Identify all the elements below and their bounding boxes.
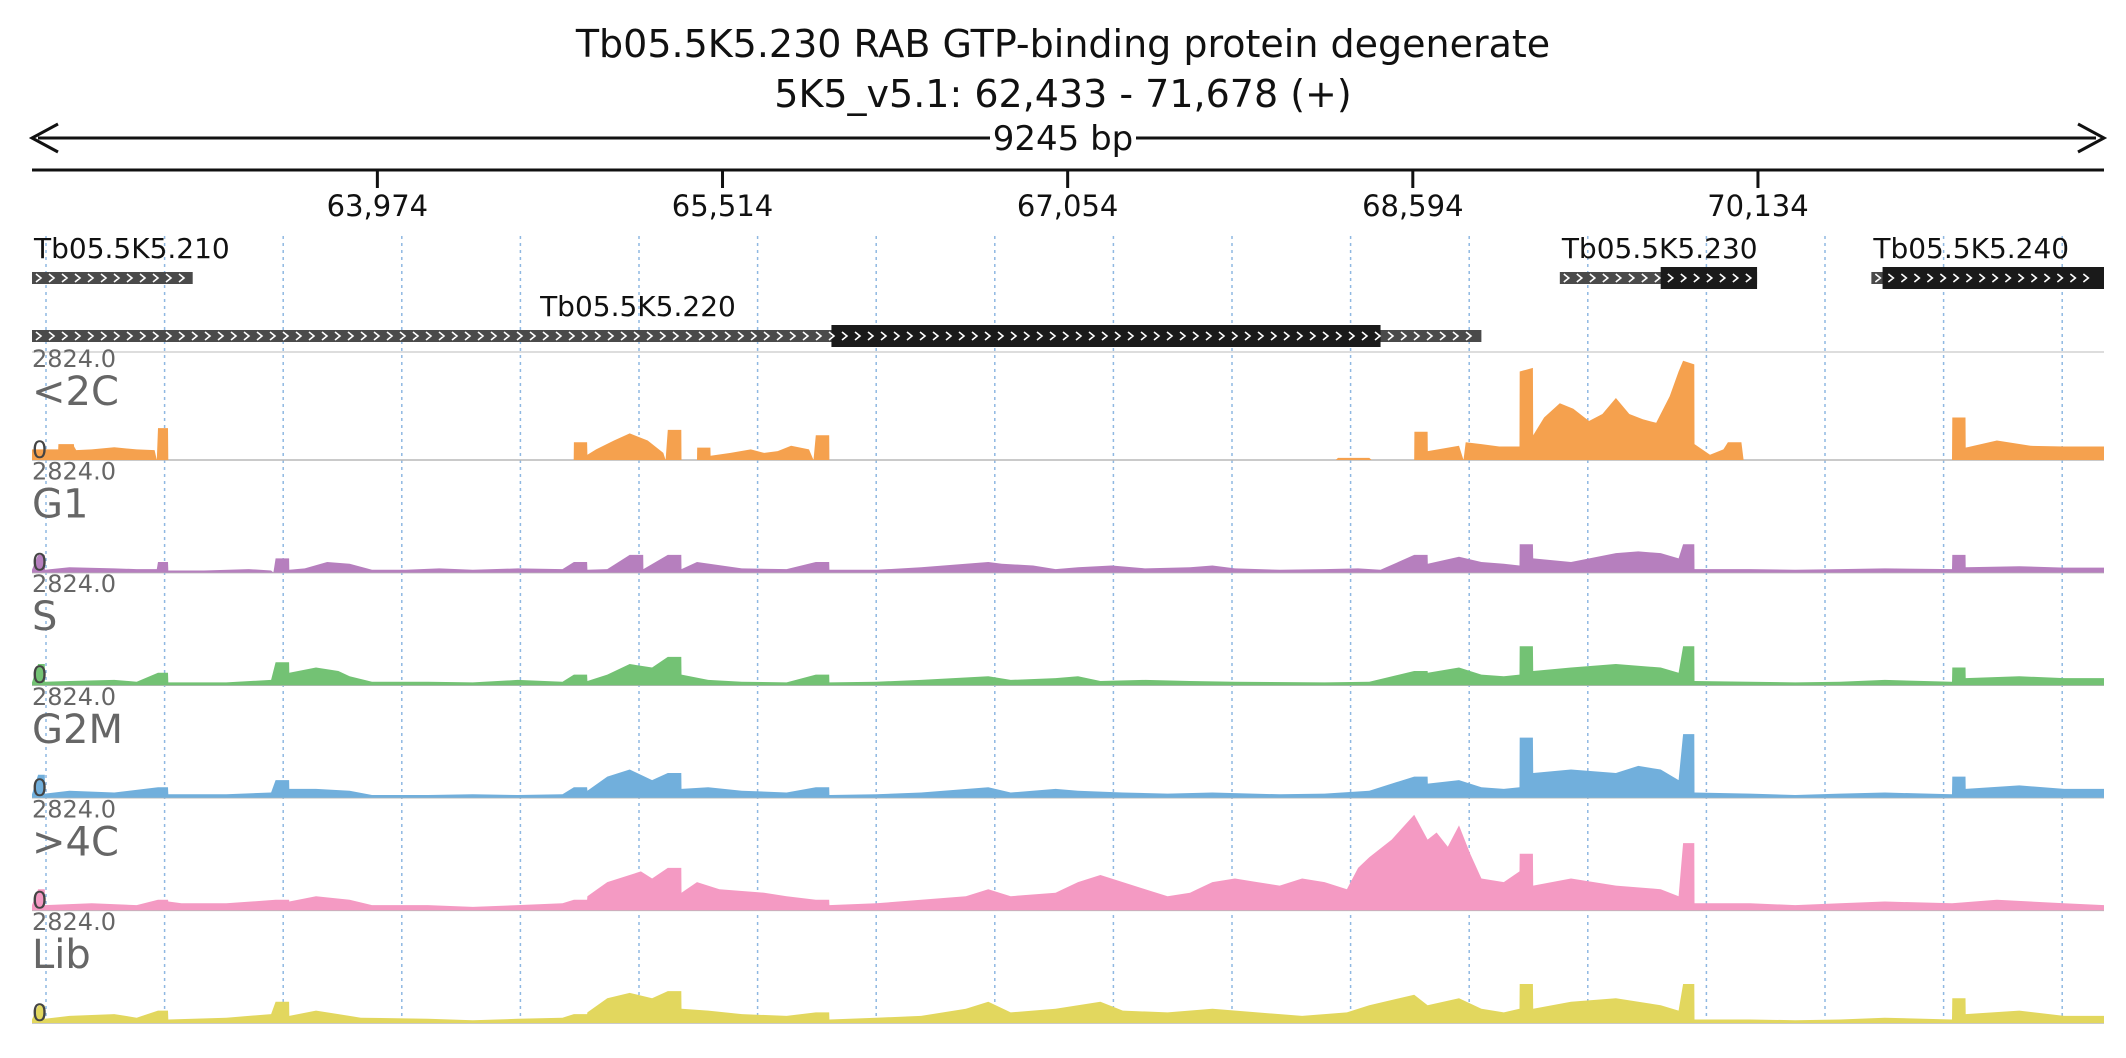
- track-name: <2C: [32, 369, 119, 415]
- gene-model: Tb05.5K5.230: [1559, 232, 1758, 289]
- track-max-label: 2824.0: [32, 570, 116, 598]
- track-max-label: 2824.0: [32, 458, 116, 486]
- gene-label: Tb05.5K5.220: [539, 290, 736, 323]
- gene-model: Tb05.5K5.210: [32, 232, 230, 284]
- track-max-label: 2824.0: [32, 683, 116, 711]
- coverage-track: [32, 814, 2104, 912]
- coverage-area: [32, 734, 2104, 798]
- gene-label: Tb05.5K5.240: [1872, 232, 2069, 265]
- gene-cds-block: [1660, 267, 1758, 289]
- chart-title: Tb05.5K5.230 RAB GTP-binding protein deg…: [575, 22, 1551, 66]
- track-name: G2M: [32, 707, 123, 753]
- track-max-label: 2824.0: [32, 345, 116, 373]
- tick-label: 68,594: [1362, 189, 1463, 223]
- gene-model: Tb05.5K5.220: [32, 290, 1482, 347]
- coverage-track: [32, 734, 2104, 799]
- coverage-area: [32, 814, 2104, 911]
- coverage-area: [32, 984, 2104, 1023]
- gene-model: Tb05.5K5.240: [1871, 232, 2104, 289]
- tick-label: 70,134: [1707, 189, 1808, 223]
- track-zero-label: 0: [32, 661, 47, 689]
- track-zero-label: 0: [32, 886, 47, 914]
- track-name: S: [32, 594, 57, 640]
- coverage-track: [32, 984, 2104, 1024]
- span-arrow-right: [2077, 122, 2108, 154]
- gene-label: Tb05.5K5.230: [1561, 232, 1758, 265]
- tick-label: 67,054: [1017, 189, 1118, 223]
- coverage-track: [32, 646, 2104, 686]
- track-zero-label: 0: [32, 774, 47, 802]
- coverage-track: [32, 544, 2104, 574]
- locus-subtitle: 5K5_v5.1: 62,433 - 71,678 (+): [774, 72, 1352, 116]
- span-arrow-left: [28, 122, 59, 154]
- coverage-area: [32, 646, 2104, 686]
- strand-chevrons: [35, 273, 186, 283]
- gene-utr-bar: [32, 272, 193, 284]
- track-name: G1: [32, 482, 88, 528]
- coverage-track: [32, 360, 2104, 461]
- span-label: 9245 bp: [993, 119, 1134, 159]
- track-zero-label: 0: [32, 549, 47, 577]
- tick-label: 65,514: [672, 189, 773, 223]
- strand-chevrons: [35, 331, 1473, 341]
- gene-label: Tb05.5K5.210: [33, 232, 230, 265]
- strand-chevrons: [1874, 273, 2090, 283]
- track-zero-label: 0: [32, 436, 47, 464]
- track-zero-label: 0: [32, 999, 47, 1027]
- strand-chevrons: [1563, 273, 1753, 283]
- gene-cds-block: [1882, 267, 2104, 289]
- track-max-label: 2824.0: [32, 908, 116, 936]
- coverage-area: [32, 360, 2104, 460]
- track-name: >4C: [32, 819, 119, 865]
- coverage-area: [32, 544, 2104, 573]
- track-name: Lib: [32, 932, 91, 978]
- track-max-label: 2824.0: [32, 795, 116, 823]
- span-label-bg: [990, 118, 1136, 158]
- tick-label: 63,974: [327, 189, 428, 223]
